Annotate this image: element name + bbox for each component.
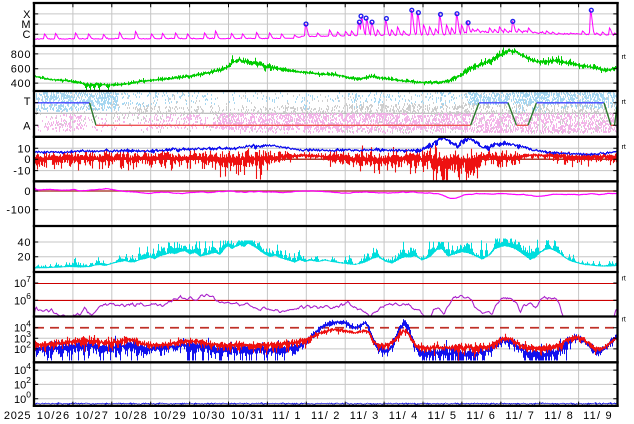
svg-text:-100: -100 — [6, 205, 31, 217]
svg-text:10: 10 — [14, 394, 26, 406]
svg-text:3: 3 — [26, 329, 31, 339]
svg-text:400: 400 — [11, 78, 31, 90]
svg-text:2025: 2025 — [4, 410, 31, 422]
svg-text:10: 10 — [14, 344, 26, 356]
svg-text:2: 2 — [26, 340, 31, 350]
svg-text:X: X — [23, 9, 31, 21]
svg-text:0: 0 — [24, 186, 31, 198]
svg-text:T: T — [24, 96, 31, 108]
svg-text:4: 4 — [26, 319, 31, 329]
svg-text:rt: rt — [622, 54, 626, 61]
svg-text:10/28: 10/28 — [114, 410, 148, 422]
svg-text:11/ 7: 11/ 7 — [505, 410, 535, 422]
svg-text:11/ 1: 11/ 1 — [272, 410, 302, 422]
svg-text:10: 10 — [18, 143, 32, 155]
svg-text:11/ 3: 11/ 3 — [350, 410, 380, 422]
svg-text:10/30: 10/30 — [192, 410, 226, 422]
svg-text:7: 7 — [26, 274, 31, 284]
svg-text:0: 0 — [26, 390, 31, 400]
svg-text:11/ 9: 11/ 9 — [583, 410, 613, 422]
svg-text:10/26: 10/26 — [37, 410, 71, 422]
svg-text:rt: rt — [622, 99, 626, 106]
svg-text:2: 2 — [26, 375, 31, 385]
svg-text:20: 20 — [18, 252, 32, 264]
svg-text:rt: rt — [622, 276, 626, 283]
svg-text:10: 10 — [14, 379, 26, 391]
svg-text:10: 10 — [14, 365, 26, 377]
svg-text:10: 10 — [14, 333, 26, 345]
svg-text:6: 6 — [26, 291, 31, 301]
svg-text:11/ 5: 11/ 5 — [428, 410, 458, 422]
svg-text:11/ 8: 11/ 8 — [544, 410, 574, 422]
svg-text:600: 600 — [11, 64, 31, 76]
svg-text:0: 0 — [24, 154, 31, 166]
svg-text:10: 10 — [14, 278, 26, 290]
svg-text:11/ 2: 11/ 2 — [311, 410, 341, 422]
svg-text:C: C — [23, 29, 32, 41]
svg-text:11/ 6: 11/ 6 — [466, 410, 496, 422]
svg-text:M: M — [21, 19, 31, 31]
svg-text:rt: rt — [622, 144, 626, 151]
svg-text:10/27: 10/27 — [76, 410, 110, 422]
svg-text:-10: -10 — [13, 166, 31, 178]
svg-text:4: 4 — [26, 361, 31, 371]
svg-text:rt: rt — [622, 316, 626, 323]
svg-text:10: 10 — [14, 295, 26, 307]
svg-text:11/ 4: 11/ 4 — [389, 410, 419, 422]
svg-text:10/29: 10/29 — [153, 410, 187, 422]
svg-text:10: 10 — [14, 323, 26, 335]
svg-text:800: 800 — [11, 49, 31, 61]
svg-text:40: 40 — [18, 237, 32, 249]
svg-text:10/31: 10/31 — [231, 410, 265, 422]
svg-text:A: A — [23, 120, 31, 132]
